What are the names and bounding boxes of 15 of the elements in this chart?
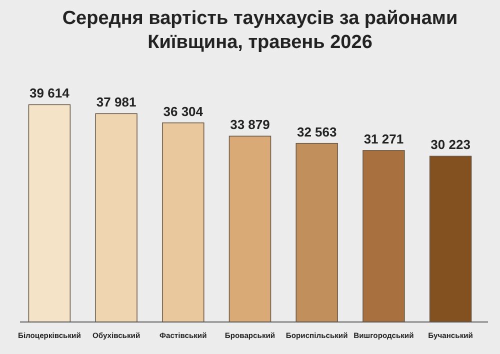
- data-label: 31 271: [364, 131, 404, 146]
- data-label: 30 223: [430, 137, 470, 152]
- chart-title: Середня вартість таунхаусів за районами Київщина, травень 2026: [62, 8, 458, 53]
- bar: [28, 104, 71, 322]
- bar: [162, 122, 204, 322]
- bar: [296, 142, 338, 322]
- data-label: 39 614: [30, 86, 70, 101]
- data-label: 33 879: [230, 117, 270, 132]
- bar: [95, 113, 138, 322]
- data-label: 36 304: [163, 104, 204, 119]
- bar: [362, 150, 405, 322]
- bar: [228, 136, 272, 322]
- bar: [429, 156, 472, 322]
- data-label: 32 563: [296, 124, 337, 140]
- data-label: 37 981: [96, 94, 136, 110]
